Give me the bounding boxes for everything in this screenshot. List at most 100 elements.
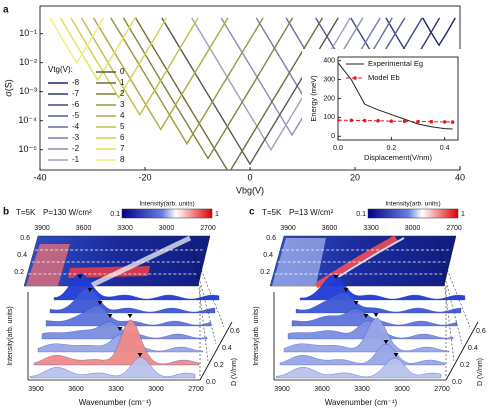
d-tick-label: 0.4	[468, 345, 478, 352]
point	[416, 119, 420, 124]
legend-label: 6	[120, 133, 125, 142]
spectrum	[29, 357, 196, 379]
colorbar-title: Intensity(arb. units)	[139, 201, 194, 208]
d-axis	[445, 321, 479, 381]
map-x-tick-label: 3900	[34, 225, 50, 232]
series-line	[59, 17, 136, 82]
d-tick-label: 0.2	[214, 362, 224, 369]
map-x-tick-label: 3900	[280, 225, 296, 232]
y-tick-label: 10⁻¹	[19, 28, 37, 38]
peak-marker	[363, 314, 369, 318]
colorbar-tick: 0.1	[356, 211, 366, 218]
colorbar-title: Intensity(arb. units)	[385, 201, 440, 208]
legend-label: 8	[120, 155, 125, 164]
projection-line	[196, 271, 209, 362]
y-tick-label: 10⁻⁴	[18, 115, 37, 125]
x-tick-label: 0.2	[386, 145, 396, 152]
x-tick-label: 0	[247, 172, 252, 182]
projection-line	[190, 243, 225, 328]
map-d-tick-label: 0.2	[260, 269, 270, 276]
series-line	[122, 17, 294, 160]
map-x-tick-label: 3600	[322, 225, 338, 232]
x-tick-label: 3000	[394, 386, 410, 393]
projection-line	[442, 271, 455, 362]
inset-background	[302, 49, 464, 166]
legend-label: Experimental Eg	[368, 59, 423, 68]
projection-line	[439, 257, 463, 345]
y-tick-label: 300	[323, 76, 335, 83]
d-axis-label: D (V/nm)	[231, 358, 238, 386]
legend-label: -4	[72, 122, 80, 131]
x-tick-label: 0.0	[333, 145, 343, 152]
x-tick-label: 0.4	[440, 145, 450, 152]
map-hot-region	[26, 244, 70, 286]
x-tick-label: 2700	[188, 386, 204, 393]
legend-label: -3	[72, 133, 80, 142]
series-line	[422, 17, 456, 47]
map-band	[88, 235, 192, 289]
panel-label: a	[3, 5, 9, 16]
peak-marker	[117, 327, 123, 331]
legend-label: -5	[72, 111, 80, 120]
point	[376, 118, 380, 123]
map-x-tick-label: 2700	[446, 225, 462, 232]
x-tick-label: 20	[350, 172, 360, 182]
point	[442, 120, 447, 124]
y-tick-label: 10⁻²	[19, 57, 37, 67]
panel-label: c	[249, 207, 255, 218]
spectrum	[33, 319, 200, 366]
series-line	[110, 17, 264, 146]
y-axis-label: Energy (meV)	[309, 75, 318, 122]
point	[349, 118, 354, 123]
d-tick-label: 0.6	[230, 328, 240, 335]
y-tick-label: 10⁻⁵	[19, 144, 38, 154]
map-d-tick-label: 0.4	[263, 252, 273, 259]
point	[338, 118, 340, 122]
colorbar-tick: 1	[215, 211, 219, 218]
legend-label: Model Eb	[368, 73, 400, 82]
point	[450, 120, 455, 124]
x-tick-label: 3900	[274, 386, 290, 393]
peak-marker	[107, 314, 113, 318]
map-x-tick-label: 3000	[405, 225, 421, 232]
map-x-tick-label: 3600	[76, 225, 92, 232]
power: P=13 W/cm²	[289, 208, 334, 217]
d-tick-label: 0.0	[452, 379, 462, 386]
legend-marker	[353, 76, 357, 80]
y-axis-label: Intensity(arb. units)	[253, 306, 260, 366]
legend-label: 1	[120, 78, 125, 87]
y-tick-label: 0	[331, 133, 335, 140]
map-x-tick-label: 2700	[200, 225, 216, 232]
d-axis	[199, 321, 233, 381]
y-tick-label: 200	[323, 95, 335, 102]
temperature: T=5K	[262, 208, 282, 217]
x-axis-label: Wavenumber (cm⁻¹)	[79, 398, 152, 407]
d-tick-label: 0.0	[206, 379, 216, 386]
colorbar	[367, 208, 459, 219]
projection-line	[193, 257, 217, 345]
x-axis-label: Vbg(V)	[236, 185, 264, 195]
y-tick-label: 100	[323, 114, 335, 121]
x-tick-label: 3300	[108, 386, 124, 393]
map-x-tick-label: 3300	[117, 225, 133, 232]
map-d-tick-label: 0.6	[20, 235, 30, 242]
x-tick-label: 3000	[148, 386, 164, 393]
peak-marker	[77, 275, 83, 279]
series-line	[92, 17, 229, 131]
legend-label: -1	[72, 155, 80, 164]
peak-marker	[383, 340, 389, 344]
map-d-tick-label: 0.4	[17, 252, 27, 259]
series-line	[49, 17, 105, 65]
d-tick-label: 0.4	[222, 345, 232, 352]
legend-label: 4	[120, 111, 125, 120]
spectrum	[279, 343, 446, 366]
peak-marker	[353, 301, 359, 305]
x-tick-label: -40	[33, 172, 46, 182]
series-line	[134, 17, 324, 170]
x-axis-label: Displacement(V/nm)	[364, 153, 432, 162]
peak-marker	[343, 288, 349, 292]
x-tick-label: 40	[455, 172, 465, 182]
legend-label: 5	[120, 122, 125, 131]
map-x-tick-label: 3300	[363, 225, 379, 232]
